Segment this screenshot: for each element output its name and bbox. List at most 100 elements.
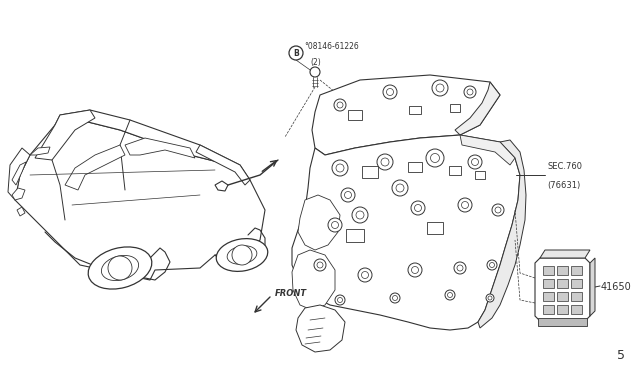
Circle shape xyxy=(458,198,472,212)
Polygon shape xyxy=(571,292,582,301)
Circle shape xyxy=(447,292,452,298)
Circle shape xyxy=(328,218,342,232)
Circle shape xyxy=(412,266,419,273)
Circle shape xyxy=(426,149,444,167)
Circle shape xyxy=(310,67,320,77)
Polygon shape xyxy=(475,171,485,179)
Text: 5: 5 xyxy=(617,349,625,362)
Circle shape xyxy=(396,184,404,192)
Circle shape xyxy=(445,290,455,300)
Polygon shape xyxy=(215,181,228,191)
Circle shape xyxy=(415,205,422,212)
Polygon shape xyxy=(590,258,595,316)
Circle shape xyxy=(486,294,494,302)
Circle shape xyxy=(495,207,501,213)
Polygon shape xyxy=(557,305,568,314)
Circle shape xyxy=(381,158,389,166)
Circle shape xyxy=(390,293,400,303)
Polygon shape xyxy=(8,148,30,200)
Circle shape xyxy=(317,262,323,268)
Polygon shape xyxy=(535,258,590,321)
Circle shape xyxy=(488,296,492,300)
Circle shape xyxy=(432,80,448,96)
Polygon shape xyxy=(35,110,95,160)
Circle shape xyxy=(436,84,444,92)
Circle shape xyxy=(362,272,369,279)
Circle shape xyxy=(341,188,355,202)
Polygon shape xyxy=(65,145,125,190)
Circle shape xyxy=(454,262,466,274)
Circle shape xyxy=(352,207,368,223)
Polygon shape xyxy=(30,147,50,155)
Text: (2): (2) xyxy=(310,58,321,67)
Polygon shape xyxy=(538,318,587,326)
Polygon shape xyxy=(571,279,582,288)
Polygon shape xyxy=(292,250,335,310)
Polygon shape xyxy=(557,279,568,288)
Text: 41650: 41650 xyxy=(601,282,632,292)
Polygon shape xyxy=(196,145,250,185)
Polygon shape xyxy=(409,106,421,114)
Circle shape xyxy=(356,211,364,219)
Polygon shape xyxy=(15,120,265,280)
Polygon shape xyxy=(543,292,554,301)
Polygon shape xyxy=(540,250,590,258)
Ellipse shape xyxy=(101,256,139,280)
Polygon shape xyxy=(450,104,460,112)
Polygon shape xyxy=(543,279,554,288)
Circle shape xyxy=(492,204,504,216)
Circle shape xyxy=(334,99,346,111)
Polygon shape xyxy=(298,195,340,250)
Circle shape xyxy=(387,89,394,96)
Circle shape xyxy=(468,155,482,169)
Circle shape xyxy=(457,265,463,271)
Text: FRONT: FRONT xyxy=(275,289,307,298)
Polygon shape xyxy=(12,162,26,185)
Circle shape xyxy=(344,192,351,199)
Polygon shape xyxy=(557,266,568,275)
Circle shape xyxy=(358,268,372,282)
Text: (76631): (76631) xyxy=(547,181,580,190)
Text: SEC.760: SEC.760 xyxy=(547,162,582,171)
Circle shape xyxy=(408,263,422,277)
Polygon shape xyxy=(125,138,195,158)
Circle shape xyxy=(336,164,344,172)
Circle shape xyxy=(332,221,339,228)
Circle shape xyxy=(337,298,342,302)
Polygon shape xyxy=(478,140,526,328)
Polygon shape xyxy=(449,166,461,174)
Circle shape xyxy=(487,260,497,270)
Circle shape xyxy=(431,154,440,163)
Circle shape xyxy=(337,102,343,108)
Circle shape xyxy=(335,295,345,305)
Circle shape xyxy=(289,46,303,60)
Polygon shape xyxy=(55,110,250,180)
Ellipse shape xyxy=(216,238,268,272)
Polygon shape xyxy=(17,207,25,216)
Circle shape xyxy=(392,295,397,301)
Polygon shape xyxy=(12,188,25,200)
Polygon shape xyxy=(543,266,554,275)
Circle shape xyxy=(392,180,408,196)
Polygon shape xyxy=(348,110,362,120)
Polygon shape xyxy=(296,305,345,352)
Polygon shape xyxy=(362,166,378,178)
Ellipse shape xyxy=(88,247,152,289)
Circle shape xyxy=(461,202,468,208)
Polygon shape xyxy=(557,292,568,301)
Text: B: B xyxy=(293,48,299,58)
Polygon shape xyxy=(571,305,582,314)
Circle shape xyxy=(472,158,479,166)
Polygon shape xyxy=(543,305,554,314)
Circle shape xyxy=(108,256,132,280)
Polygon shape xyxy=(312,75,500,155)
Polygon shape xyxy=(455,82,500,135)
Circle shape xyxy=(467,89,473,95)
Ellipse shape xyxy=(227,246,257,264)
Polygon shape xyxy=(346,228,364,241)
Circle shape xyxy=(314,259,326,271)
Circle shape xyxy=(377,154,393,170)
Circle shape xyxy=(383,85,397,99)
Circle shape xyxy=(490,263,495,267)
Circle shape xyxy=(464,86,476,98)
